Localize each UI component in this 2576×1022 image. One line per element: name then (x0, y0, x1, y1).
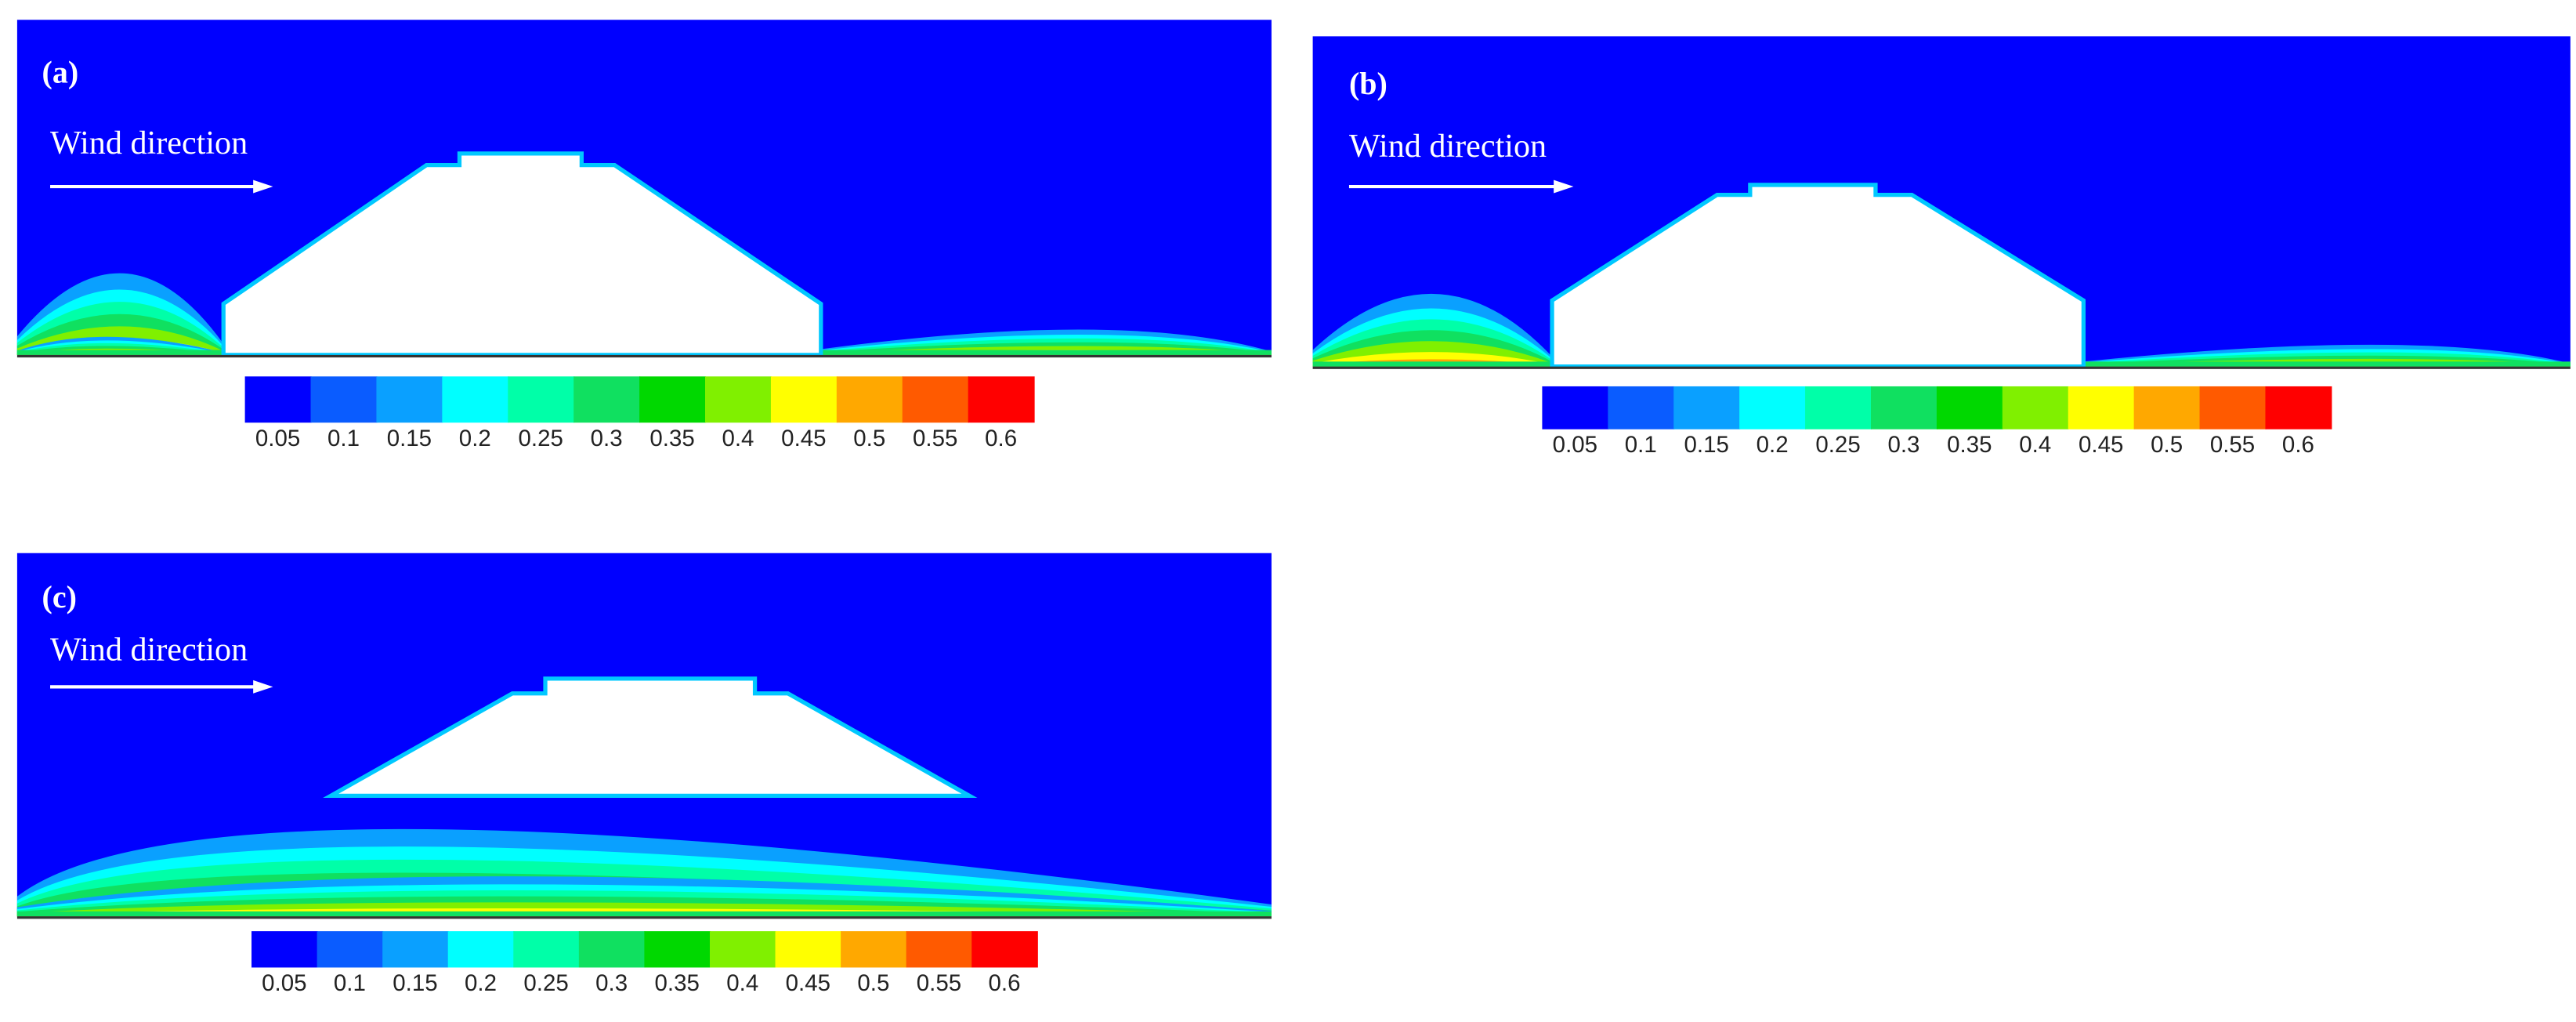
colorbar-cell (1936, 386, 2003, 429)
colorbar-cell (639, 376, 707, 423)
panel: (c) Wind direction 0.05 0.1 0.15 0.2 0.25 0.3 0.… (16, 553, 1272, 996)
wind-label: Wind direction (50, 632, 248, 669)
wind-arrowhead (1554, 179, 1574, 194)
colorbar-tick-label: 0.4 (726, 970, 758, 996)
ground-line (16, 916, 1272, 919)
colorbar-tick-label: 0.3 (595, 970, 628, 996)
colorbar-tick-label: 0.35 (1947, 432, 1992, 458)
colorbar-cell (770, 376, 838, 423)
colorbar-tick-label: 0.1 (334, 970, 366, 996)
colorbar-cell (775, 931, 842, 968)
colorbar-tick-label: 0.45 (781, 426, 826, 451)
colorbar-tick-label: 0.3 (591, 426, 623, 451)
colorbar-tick-label: 0.55 (913, 426, 957, 451)
ground-line (16, 354, 1272, 358)
colorbar-cell (382, 931, 449, 968)
colorbar-cell (1673, 386, 1741, 429)
panel: (a) Wind direction 0.05 0.1 0.15 0.2 0.25 0.3 0.… (16, 20, 1272, 451)
colorbar-tick-label: 0.05 (262, 970, 306, 996)
colorbar-cell (2199, 386, 2267, 429)
colorbar-cell (902, 376, 969, 423)
colorbar-tick-label: 0.05 (255, 426, 300, 451)
colorbar-tick-label: 0.5 (857, 970, 889, 996)
colorbar-cell (836, 376, 903, 423)
colorbar-cell (442, 376, 509, 423)
colorbar-cell (906, 931, 973, 968)
colorbar-tick-label: 0.35 (649, 426, 694, 451)
colorbar-tick-label: 0.25 (523, 970, 568, 996)
colorbar-tick-label: 0.55 (2210, 432, 2255, 458)
building (323, 676, 978, 799)
colorbar-cell (1739, 386, 1807, 429)
colorbar-tick-label: 0.25 (519, 426, 563, 451)
colorbar-cell (513, 931, 580, 968)
colorbar-tick-label: 0.45 (786, 970, 830, 996)
colorbar-cell (251, 931, 318, 968)
colorbar-cell (508, 376, 575, 423)
colorbar-cell (971, 931, 1038, 968)
colorbar-tick-label: 0.35 (655, 970, 700, 996)
colorbar-cell (1608, 386, 1675, 429)
colorbar-cell (2002, 386, 2069, 429)
colorbar-tick-label: 0.4 (2019, 432, 2051, 458)
ground-line (1312, 366, 2571, 369)
wind-label: Wind direction (1349, 128, 1547, 165)
panel-label: (a) (42, 54, 78, 89)
colorbar-cell (2265, 386, 2332, 429)
colorbar-tick-label: 0.15 (387, 426, 432, 451)
colorbar-cell (705, 376, 772, 423)
colorbar-cell (2133, 386, 2201, 429)
colorbar-tick-label: 0.2 (1757, 432, 1789, 458)
colorbar-cell (968, 376, 1035, 423)
colorbar-cell (376, 376, 443, 423)
panel-label: (c) (42, 579, 76, 614)
colorbar-tick-label: 0.25 (1815, 432, 1860, 458)
colorbar-tick-label: 0.6 (989, 970, 1021, 996)
colorbar-tick-label: 0.55 (917, 970, 961, 996)
building (221, 151, 823, 357)
ground-band (16, 911, 1272, 917)
panel: (b) Wind direction 0.05 0.1 0.15 0.2 0.25 0.3 0.… (1312, 36, 2571, 458)
colorbar-tick-label: 0.3 (1887, 432, 1919, 458)
colorbar-tick-label: 0.6 (2282, 432, 2314, 458)
colorbar-cell (310, 376, 378, 423)
colorbar-cell (578, 931, 646, 968)
colorbar-cell (447, 931, 515, 968)
colorbar-tick-label: 0.15 (393, 970, 437, 996)
colorbar-cell (644, 931, 711, 968)
colorbar-tick-label: 0.5 (2151, 432, 2183, 458)
colorbar-tick-label: 0.45 (2079, 432, 2123, 458)
colorbar-tick-label: 0.15 (1684, 432, 1729, 458)
colorbar-cell (2068, 386, 2135, 429)
colorbar-cell (709, 931, 776, 968)
colorbar-cell (244, 376, 312, 423)
colorbar-tick-label: 0.4 (722, 426, 754, 451)
building (1550, 183, 2086, 369)
wind-arrowhead (253, 179, 273, 194)
colorbar-tick-label: 0.5 (853, 426, 885, 451)
panel-label: (b) (1349, 66, 1387, 101)
colorbar-cell (573, 376, 641, 423)
colorbar-tick-label: 0.6 (985, 426, 1017, 451)
colorbar-cell (317, 931, 384, 968)
colorbar-tick-label: 0.1 (327, 426, 360, 451)
colorbar-tick-label: 0.2 (459, 426, 491, 451)
colorbar-cell (841, 931, 907, 968)
colorbar-tick-label: 0.1 (1625, 432, 1657, 458)
colorbar-tick-label: 0.2 (465, 970, 497, 996)
colorbar-cell (1542, 386, 1609, 429)
wind-arrowhead (253, 680, 273, 694)
wind-label: Wind direction (50, 125, 248, 161)
colorbar-tick-label: 0.05 (1553, 432, 1597, 458)
colorbar-cell (1805, 386, 1872, 429)
colorbar-cell (1870, 386, 1937, 429)
